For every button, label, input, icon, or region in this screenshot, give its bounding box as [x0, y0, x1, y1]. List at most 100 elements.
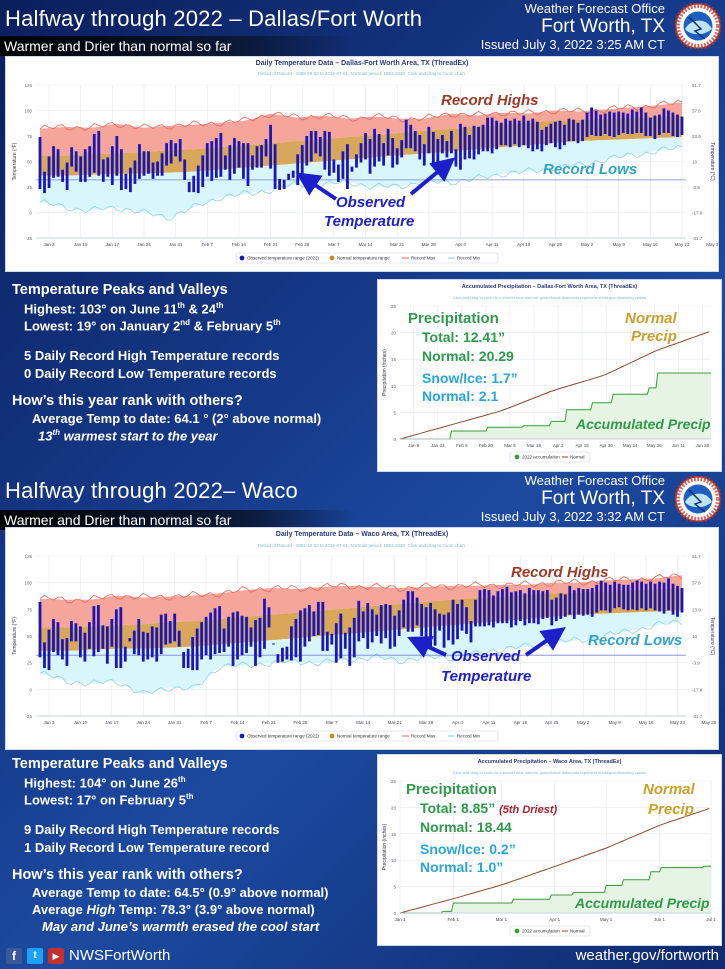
observed-bar	[581, 589, 585, 616]
observed-bar	[522, 115, 526, 146]
observed-bar	[341, 151, 345, 179]
y-tick-label: 15	[391, 357, 397, 362]
observed-bar	[406, 591, 410, 632]
legend-label: Normal temperature range	[337, 256, 390, 261]
observed-bar	[545, 590, 549, 618]
footer: f t ▶ NWSFortWorth weather.gov/fortworth	[0, 944, 725, 969]
temperature-chart-waco[interactable]: Daily Temperature Data – Waco Area, TX (…	[5, 527, 719, 750]
observed-bar	[151, 162, 155, 179]
observed-bar	[88, 146, 92, 177]
temperature-plot[interactable]: -25 -31.7 0 -17.8 25 -3.9 50 10 75 23.9 100 37.8 125…	[6, 528, 718, 749]
stat-record-high: 9 Daily Record High Temperature records	[24, 821, 280, 837]
observed-bar	[463, 126, 467, 160]
social-handle[interactable]: NWSFortWorth	[69, 947, 171, 964]
x-tick-label: Mar 5	[504, 443, 516, 448]
stats-heading: Temperature Peaks and Valleys	[12, 282, 228, 298]
observed-bar	[296, 154, 300, 185]
youtube-icon[interactable]: ▶	[48, 948, 64, 964]
legend-box	[509, 925, 591, 937]
observed-bar	[327, 131, 331, 176]
annotation-record-highs: Record Highs	[441, 92, 539, 109]
observed-bar	[278, 178, 282, 191]
office-block: Weather Forecast Office Fort Worth, TX I…	[481, 473, 665, 525]
observed-bar	[549, 123, 553, 144]
office-label: Weather Forecast Office	[524, 473, 665, 488]
observed-bar	[617, 111, 621, 135]
legend-label: Observed temperature range (2022)	[247, 734, 320, 739]
observed-bar	[168, 621, 172, 644]
y2-axis-label: Temperature (°C)	[709, 617, 715, 656]
observed-bar	[436, 139, 440, 164]
observed-bar	[541, 591, 545, 619]
y-axis-label: Precipitation (inches)	[382, 349, 388, 396]
temperature-plot[interactable]: -25 -31.7 0 -17.8 25 -3.9 50 10 75 23.9 100 37.8 125…	[6, 57, 718, 271]
precip-plot[interactable]: 0 5 10 15 20 25 Jan 9 Jan 23 Feb 6 Feb 20 Mar 5 Mar…	[378, 280, 721, 471]
observed-bar	[137, 618, 141, 656]
observed-bar	[346, 144, 349, 190]
observed-bar	[391, 138, 395, 168]
observed-bar	[559, 593, 563, 619]
observed-bar	[169, 140, 173, 164]
chart-title: Daily Temperature Data – Dallas-Fort Wor…	[255, 60, 469, 67]
legend-label: Observed temperature range (2022)	[247, 256, 320, 261]
observed-bar	[631, 582, 635, 610]
observed-bar	[635, 111, 639, 133]
observed-bar	[348, 627, 352, 666]
legend: Observed temperature range (2022) Normal …	[235, 730, 499, 742]
stats-waco: Temperature Peaks and Valleys Highest: 1…	[12, 756, 329, 934]
observed-bar	[281, 647, 284, 662]
precip-chart-waco[interactable]: Accumulated Precipitation – Waco Area, T…	[377, 754, 722, 946]
x-tick-label: Apr 1	[549, 917, 560, 922]
observed-bar	[554, 121, 557, 148]
x-tick-label: May 14	[623, 443, 638, 448]
x-tick-label: May 2	[581, 242, 594, 247]
observed-bar	[129, 167, 132, 193]
observed-bar	[496, 591, 500, 624]
chart-subtitle: Click and drag to zoom to a shorter time…	[452, 770, 647, 775]
observed-bar	[415, 597, 419, 626]
annotation-observed-1: Observed	[451, 648, 521, 665]
observed-bar	[626, 584, 630, 611]
chart-title: Accumulated Precipitation – Waco Area, T…	[477, 759, 622, 765]
observed-bar	[450, 130, 453, 154]
observed-bar	[260, 145, 263, 168]
chart-subtitle: Period of Record - 1898-09-03 to 2022-07…	[257, 71, 467, 76]
observed-bar	[599, 114, 603, 136]
precip-chart-dfw[interactable]: Accumulated Precipitation – Dallas-Fort …	[377, 279, 722, 472]
observed-bar	[563, 124, 566, 146]
facebook-icon[interactable]: f	[6, 948, 22, 964]
observed-bar	[440, 134, 444, 154]
panel-waco: Halfway through 2022– Waco Warmer and Dr…	[0, 472, 725, 946]
y-tick-label: 25	[27, 661, 33, 666]
x-tick-label: Jan 10	[74, 720, 88, 725]
x-tick-label: Apr 4	[455, 242, 466, 247]
annotation-normal-precip-2: Precip	[648, 801, 694, 818]
observed-bar	[273, 144, 277, 190]
observed-bar	[263, 598, 266, 649]
office-location: Fort Worth, TX	[541, 16, 665, 37]
observed-bar	[61, 169, 65, 182]
observed-bar	[501, 589, 504, 624]
y-tick-label: 50	[27, 634, 33, 639]
x-tick-label: May 23	[675, 242, 690, 247]
observed-bar	[318, 137, 322, 157]
y-axis-label: Temperature (°F)	[12, 617, 18, 655]
observed-bar	[613, 581, 617, 609]
temperature-chart-dfw[interactable]: Daily Temperature Data – Dallas-Fort Wor…	[5, 56, 719, 272]
observed-bar	[110, 618, 114, 647]
observed-bar	[96, 605, 100, 652]
observed-bar	[370, 609, 374, 643]
twitter-icon[interactable]: t	[27, 948, 43, 964]
precip-plot[interactable]: 0 5 10 15 20 25 Jan 1 Feb 1 Mar 1 Apr 1 May 1 Jun 1…	[378, 755, 721, 945]
observed-bar	[577, 588, 581, 615]
y-tick-label: 25	[391, 779, 397, 784]
stat-lowest-text: Lowest: 17° on February 5	[24, 792, 186, 808]
website-link[interactable]: weather.gov/fortworth	[575, 947, 719, 964]
observed-bar	[459, 123, 462, 170]
legend-box	[235, 252, 499, 264]
y2-tick-label: 10	[692, 160, 698, 165]
sup: th	[52, 427, 61, 437]
stats-dfw: Temperature Peaks and Valleys Highest: 1…	[12, 282, 321, 443]
legend: 2022 accumulation Normal	[509, 451, 591, 463]
observed-bar	[536, 590, 540, 625]
